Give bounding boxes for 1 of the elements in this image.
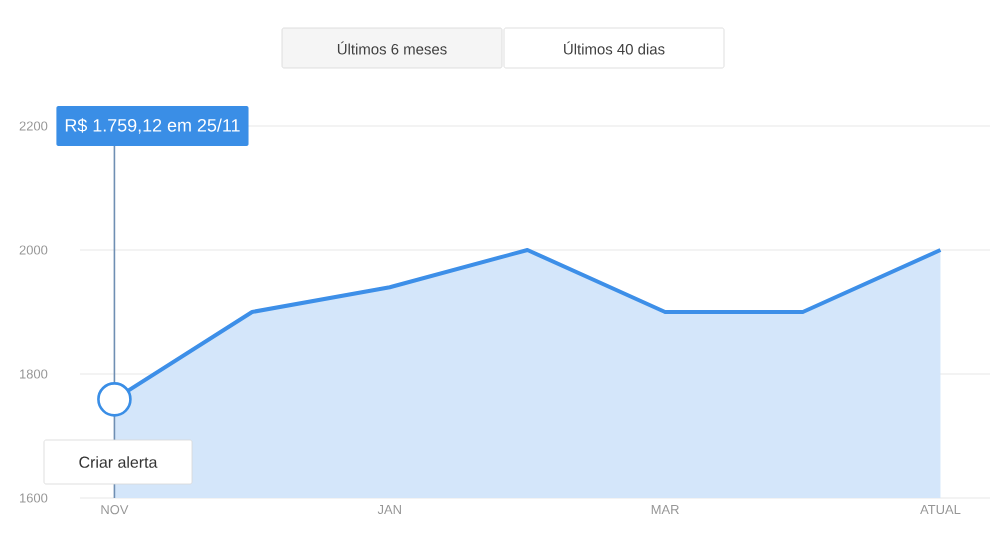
- annotation: R$ 1.759,12 em 25/11: [65, 118, 240, 134]
